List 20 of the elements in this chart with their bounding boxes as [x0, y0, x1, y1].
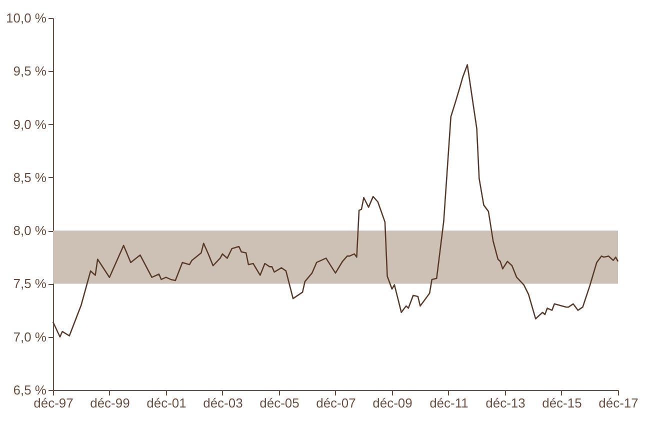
- x-tick-label: déc-11: [430, 396, 468, 410]
- y-tick-label: 7,0 %: [13, 329, 47, 344]
- y-tick-label: 7,5 %: [13, 276, 47, 292]
- x-tick-label: déc-07: [316, 396, 356, 410]
- x-tick-label: déc-17: [598, 396, 638, 410]
- y-tick-label: 10,0 %: [6, 10, 47, 26]
- x-tick-label: déc-15: [542, 396, 582, 410]
- x-tick-label: déc-13: [486, 396, 526, 410]
- y-tick-label: 6,5 %: [13, 382, 47, 398]
- y-tick-label: 9,0 %: [13, 116, 47, 132]
- x-tick-label: déc-99: [90, 396, 130, 410]
- x-tick-label: déc-05: [260, 396, 300, 410]
- y-tick-label: 8,5 %: [13, 170, 47, 185]
- line-series: [52, 64, 619, 338]
- y-tick-label: 8,0 %: [13, 223, 47, 238]
- x-tick-label: déc-03: [203, 396, 243, 410]
- y-tick-label: 9,5 %: [13, 64, 47, 79]
- x-tick-label: déc-97: [34, 396, 74, 410]
- x-tick-label: déc-09: [372, 396, 412, 410]
- x-tick-label: déc-01: [146, 396, 186, 410]
